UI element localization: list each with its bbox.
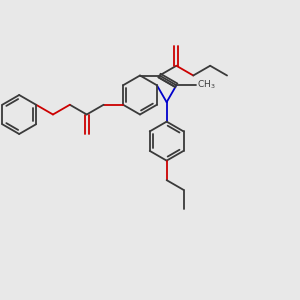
Text: CH$_3$: CH$_3$: [197, 78, 215, 91]
